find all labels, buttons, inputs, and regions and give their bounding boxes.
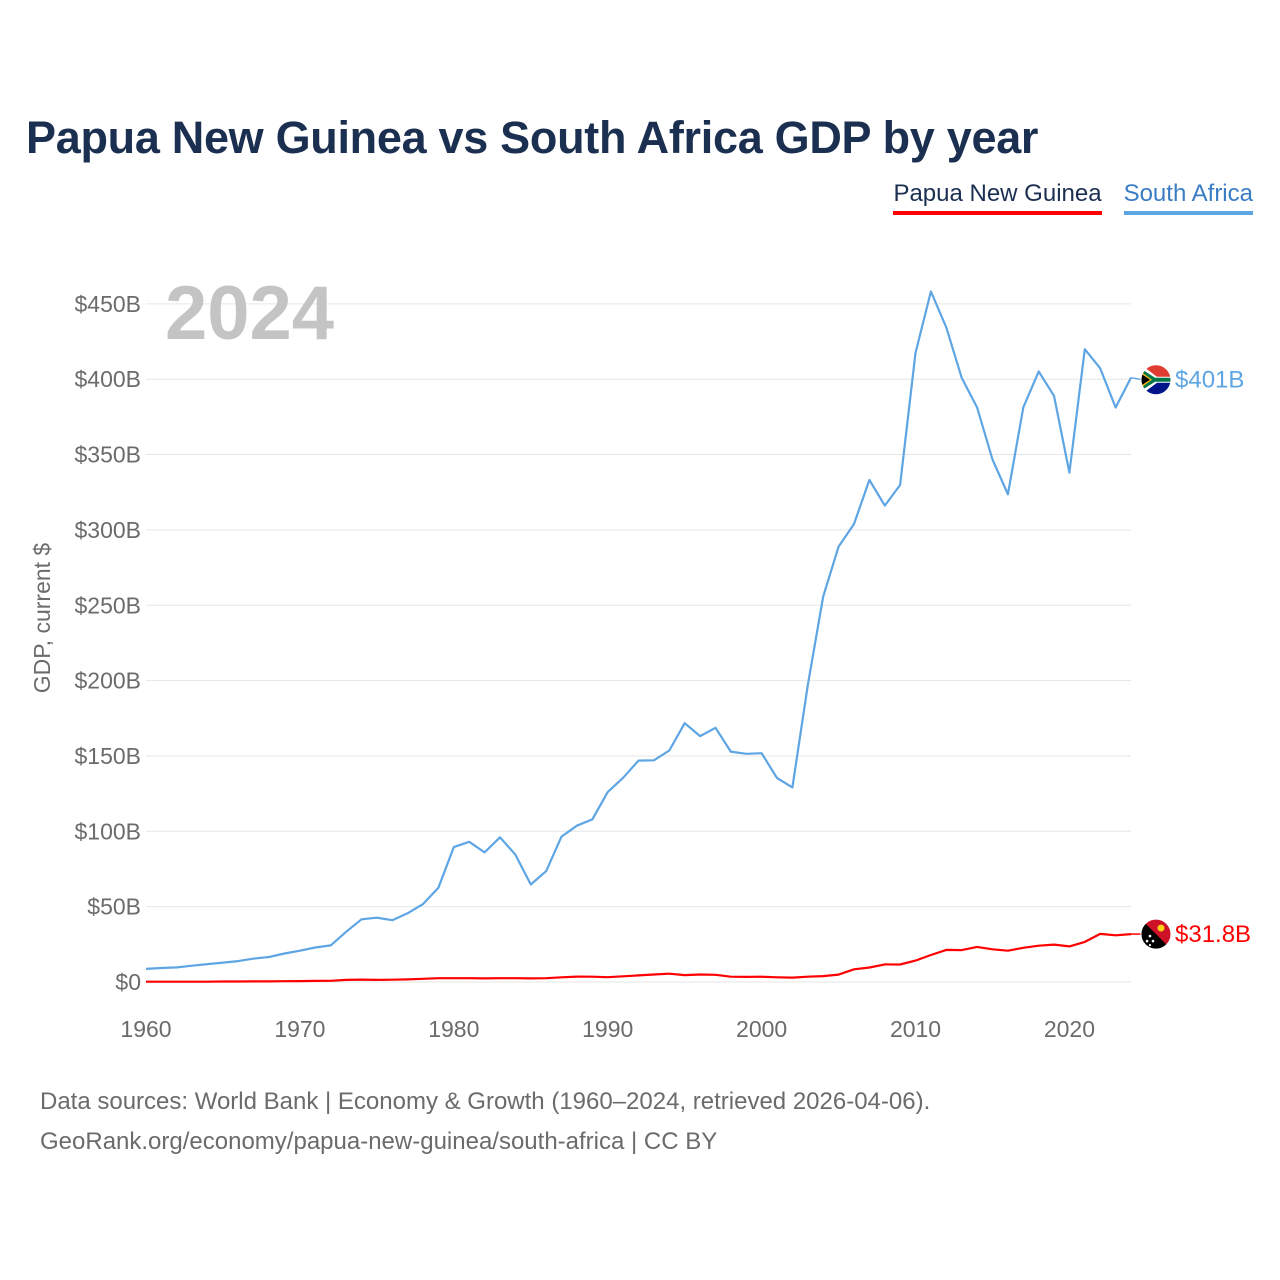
y-tick-label: $200B [74,668,141,694]
source-line-1: Data sources: World Bank | Economy & Gro… [40,1088,931,1115]
grid [146,303,1131,983]
gdp-line-chart: 2024 $0 $50B $100B $150B $200B $250B $300B $350… [29,271,1251,1042]
x-tick-label: 2010 [890,1016,941,1042]
legend: Papua New Guinea South Africa [893,180,1253,215]
y-axis-ticks: $0 $50B $100B $150B $200B $250B $300B $350B $400… [74,291,141,995]
x-tick-label: 1990 [582,1016,633,1042]
y-tick-label: $100B [74,818,141,844]
year-watermark: 2024 [165,271,334,356]
y-tick-label: $350B [74,442,141,468]
end-value-label-south-africa: $401B [1175,367,1244,394]
y-tick-label: $50B [87,894,141,920]
end-connector [1130,376,1143,381]
page-title: Papua New Guinea vs South Africa GDP by … [26,112,1039,163]
source-note: Data sources: World Bank | Economy & Gro… [40,1082,930,1162]
legend-item-south-africa[interactable]: South Africa [1123,180,1253,215]
series [145,290,1132,983]
x-axis-ticks: 1960 1970 1980 1990 2000 2010 2020 [120,1016,1095,1042]
x-tick-label: 2000 [736,1016,787,1042]
y-tick-label: $0 [115,969,141,995]
papua-new-guinea-flag-icon [1140,918,1172,950]
x-tick-label: 1960 [120,1016,171,1042]
y-tick-label: $150B [74,743,141,769]
source-line-2: GeoRank.org/economy/papua-new-guinea/sou… [40,1128,718,1155]
y-tick-label: $250B [74,592,141,618]
end-value-label-papua-new-guinea: $31.8B [1175,921,1251,948]
x-tick-label: 1980 [428,1016,479,1042]
series-end-markers: $31.8B $401B [1130,364,1251,950]
series-line-south-africa [145,290,1132,970]
y-tick-label: $300B [74,517,141,543]
y-tick-label: $450B [74,291,141,317]
x-tick-label: 2020 [1044,1016,1095,1042]
series-line-papua-new-guinea [146,932,1132,983]
legend-item-papua-new-guinea[interactable]: Papua New Guinea [893,180,1102,215]
y-tick-label: $400B [74,366,141,392]
y-axis-label: GDP, current $ [29,543,55,694]
x-tick-label: 1970 [274,1016,325,1042]
south-africa-flag-icon [1140,364,1172,396]
